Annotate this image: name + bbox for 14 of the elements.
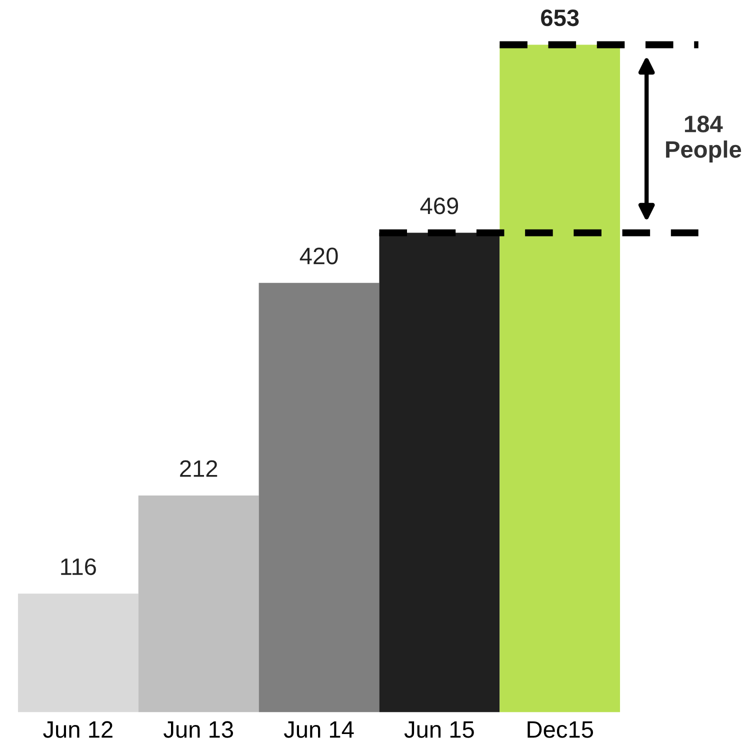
x-tick-label: Jun 12 (43, 721, 112, 738)
x-tick-label: Jun 14 (284, 721, 354, 738)
data-label: 420 (300, 248, 338, 264)
bar (18, 594, 138, 712)
x-tick-label: Dec15 (528, 721, 594, 738)
data-label: 469 (420, 198, 458, 214)
x-tick-label: Jun 13 (164, 721, 234, 738)
data-label: 116 (61, 558, 96, 576)
x-tick-label: Jun 15 (404, 721, 474, 738)
data-label: 212 (180, 460, 218, 477)
bar (138, 496, 259, 712)
text: 184 People (666, 116, 742, 162)
bar (258, 282, 380, 712)
data-label: 653 (541, 9, 579, 26)
